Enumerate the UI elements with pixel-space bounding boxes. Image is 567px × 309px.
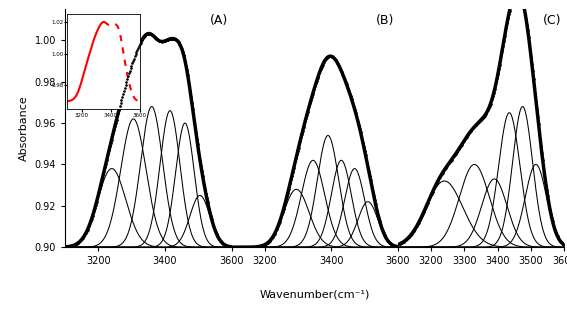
Text: Wavenumber(cm⁻¹): Wavenumber(cm⁻¹) xyxy=(260,290,370,300)
Text: (B): (B) xyxy=(376,14,395,27)
Y-axis label: Absorbance: Absorbance xyxy=(19,95,29,161)
Text: (C): (C) xyxy=(543,14,561,27)
Text: (A): (A) xyxy=(210,14,228,27)
